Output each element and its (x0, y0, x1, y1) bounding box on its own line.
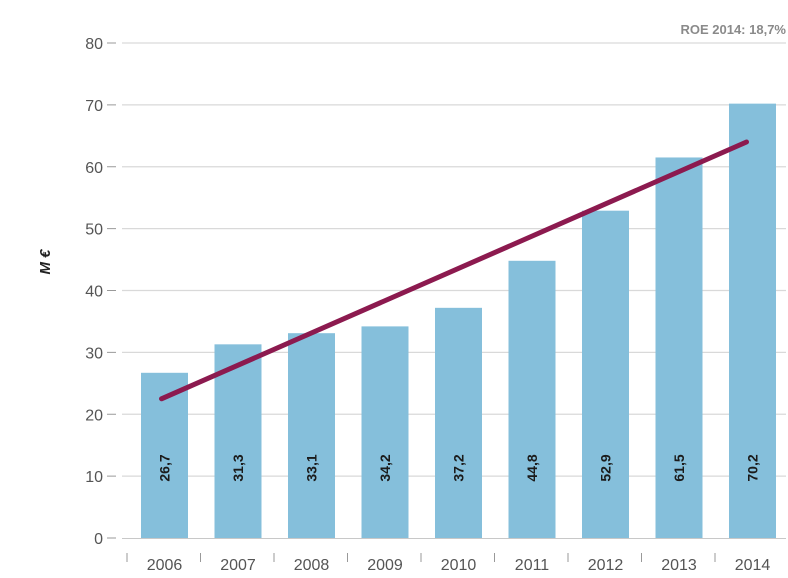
data-labels: 26,7 31,3 33,1 34,2 37,2 44,8 52,9 61,5 70,2 (157, 454, 761, 481)
bar (361, 326, 409, 538)
bar (729, 103, 776, 538)
y-tick-label: 20 (85, 407, 103, 424)
bar (288, 333, 335, 538)
y-tick-label: 0 (94, 531, 103, 548)
data-label: 33,1 (304, 454, 320, 481)
bar (141, 372, 188, 538)
bar (508, 260, 556, 538)
x-tick-label: 2011 (515, 557, 550, 573)
trend-line (159, 139, 749, 402)
x-tick-label: 2013 (661, 557, 697, 573)
y-tick-label: 30 (85, 345, 103, 362)
bars (141, 103, 776, 538)
y-tick-label: 40 (85, 284, 103, 301)
y-tick-label: 50 (85, 222, 103, 239)
trend-line-group (159, 139, 749, 402)
axes: 0 10 20 30 40 50 60 70 80 2006 2007 2008 2009 2010 201… (85, 36, 786, 574)
roe-annotation: ROE 2014: 18,7% (680, 22, 786, 37)
x-tick-label: 2007 (220, 557, 256, 573)
bar (582, 210, 629, 538)
y-tick-label: 10 (85, 469, 103, 486)
bar (214, 344, 262, 538)
data-label: 70,2 (745, 454, 761, 481)
x-tick-label: 2012 (588, 557, 624, 573)
bar (435, 307, 482, 538)
x-tick-label: 2010 (441, 557, 477, 573)
y-tick-label: 80 (85, 36, 103, 53)
x-tick-label: 2008 (294, 557, 330, 573)
y-tick-label: 70 (85, 98, 103, 115)
y-axis-label: M € (37, 249, 54, 275)
x-tick-label: 2014 (735, 557, 771, 573)
x-tick-label: 2006 (147, 557, 183, 573)
x-tick-label: 2009 (367, 557, 403, 573)
bar (655, 157, 703, 538)
data-label: 37,2 (451, 454, 467, 481)
y-tick-label: 60 (85, 160, 103, 177)
data-label: 44,8 (524, 454, 540, 481)
data-label: 26,7 (157, 454, 173, 481)
data-label: 31,3 (230, 454, 246, 481)
data-label: 52,9 (598, 454, 614, 481)
data-label: 34,2 (377, 454, 393, 481)
data-label: 61,5 (671, 454, 687, 481)
